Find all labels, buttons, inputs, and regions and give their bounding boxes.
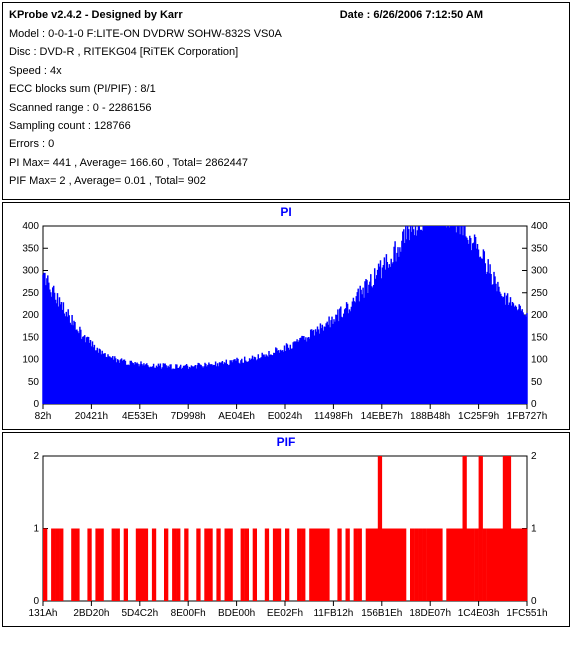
header-row: KProbe v2.4.2 - Designed by Karr Date : … <box>9 9 563 21</box>
svg-text:BDE00h: BDE00h <box>218 608 255 619</box>
svg-text:4E53Eh: 4E53Eh <box>122 411 158 422</box>
svg-text:150: 150 <box>531 332 548 343</box>
svg-text:2: 2 <box>531 451 537 462</box>
svg-text:50: 50 <box>28 376 40 387</box>
svg-text:400: 400 <box>531 221 548 232</box>
pimax-line: PI Max= 441 , Average= 166.60 , Total= 2… <box>9 156 563 171</box>
svg-text:156B1Eh: 156B1Eh <box>361 608 402 619</box>
svg-text:AE04Eh: AE04Eh <box>218 411 255 422</box>
date-label: Date : 6/26/2006 7:12:50 AM <box>340 9 483 21</box>
pif-chart-title: PIF <box>3 433 569 451</box>
svg-text:150: 150 <box>22 332 39 343</box>
svg-text:1: 1 <box>33 523 39 534</box>
svg-text:20421h: 20421h <box>75 411 108 422</box>
pi-chart-title: PI <box>3 203 569 221</box>
svg-text:188B48h: 188B48h <box>410 411 450 422</box>
svg-text:50: 50 <box>531 376 543 387</box>
svg-text:18DE07h: 18DE07h <box>409 608 451 619</box>
pi-chart-panel: PI 0 0 50 50 100 100 150 150 200 200 250 250 300 300 3… <box>2 202 570 430</box>
svg-text:200: 200 <box>531 310 548 321</box>
pi-chart-svg: 0 0 50 50 100 100 150 150 200 200 250 250 300 300 350 3… <box>3 221 567 429</box>
pi-chart-area: 0 0 50 50 100 100 150 150 200 200 250 250 300 300 350 3… <box>3 221 569 429</box>
svg-text:0: 0 <box>531 596 537 607</box>
svg-text:1FB727h: 1FB727h <box>507 411 548 422</box>
sampling-line: Sampling count : 128766 <box>9 119 563 134</box>
errors-line: Errors : 0 <box>9 137 563 152</box>
svg-text:0: 0 <box>33 596 39 607</box>
svg-text:7D998h: 7D998h <box>171 411 206 422</box>
svg-text:100: 100 <box>531 354 548 365</box>
svg-text:EE02Fh: EE02Fh <box>267 608 303 619</box>
svg-text:8E00Fh: 8E00Fh <box>171 608 206 619</box>
pif-chart-area: 0 0 1 1 2 2 131Ah 2BD20h 5D4C2h 8E00Fh BDE00h EE02F… <box>3 451 569 626</box>
svg-text:14EBE7h: 14EBE7h <box>361 411 403 422</box>
svg-text:200: 200 <box>22 310 39 321</box>
pifmax-line: PIF Max= 2 , Average= 0.01 , Total= 902 <box>9 174 563 189</box>
svg-text:11498Fh: 11498Fh <box>314 411 353 422</box>
scanned-line: Scanned range : 0 - 2286156 <box>9 101 563 116</box>
svg-text:250: 250 <box>22 287 39 298</box>
svg-text:11FB12h: 11FB12h <box>313 608 353 619</box>
pif-chart-svg: 0 0 1 1 2 2 131Ah 2BD20h 5D4C2h 8E00Fh BDE00h EE02F… <box>3 451 567 626</box>
svg-text:250: 250 <box>531 287 548 298</box>
app-title: KProbe v2.4.2 - Designed by Karr <box>9 9 183 21</box>
svg-text:1C25F9h: 1C25F9h <box>458 411 499 422</box>
ecc-line: ECC blocks sum (PI/PIF) : 8/1 <box>9 82 563 97</box>
svg-text:2BD20h: 2BD20h <box>73 608 109 619</box>
svg-text:E0024h: E0024h <box>268 411 302 422</box>
svg-text:350: 350 <box>531 243 548 254</box>
svg-text:1: 1 <box>531 523 537 534</box>
svg-text:1FC551h: 1FC551h <box>506 608 547 619</box>
svg-text:400: 400 <box>22 221 39 232</box>
svg-text:0: 0 <box>531 399 537 410</box>
svg-text:2: 2 <box>33 451 39 462</box>
svg-text:131Ah: 131Ah <box>29 608 58 619</box>
svg-text:350: 350 <box>22 243 39 254</box>
model-line: Model : 0-0-1-0 F:LITE-ON DVDRW SOHW-832… <box>9 27 563 42</box>
svg-text:100: 100 <box>22 354 39 365</box>
svg-text:5D4C2h: 5D4C2h <box>121 608 158 619</box>
svg-text:300: 300 <box>531 265 548 276</box>
info-panel: KProbe v2.4.2 - Designed by Karr Date : … <box>2 2 570 200</box>
svg-text:1C4E03h: 1C4E03h <box>458 608 500 619</box>
svg-text:300: 300 <box>22 265 39 276</box>
svg-text:0: 0 <box>33 399 39 410</box>
svg-text:82h: 82h <box>35 411 52 422</box>
pif-chart-panel: PIF 0 0 1 1 2 2 131Ah 2BD20h 5D4C2h 8E00Fh BDE00h E… <box>2 432 570 627</box>
disc-line: Disc : DVD-R , RITEKG04 [RiTEK Corporati… <box>9 45 563 60</box>
speed-line: Speed : 4x <box>9 64 563 79</box>
